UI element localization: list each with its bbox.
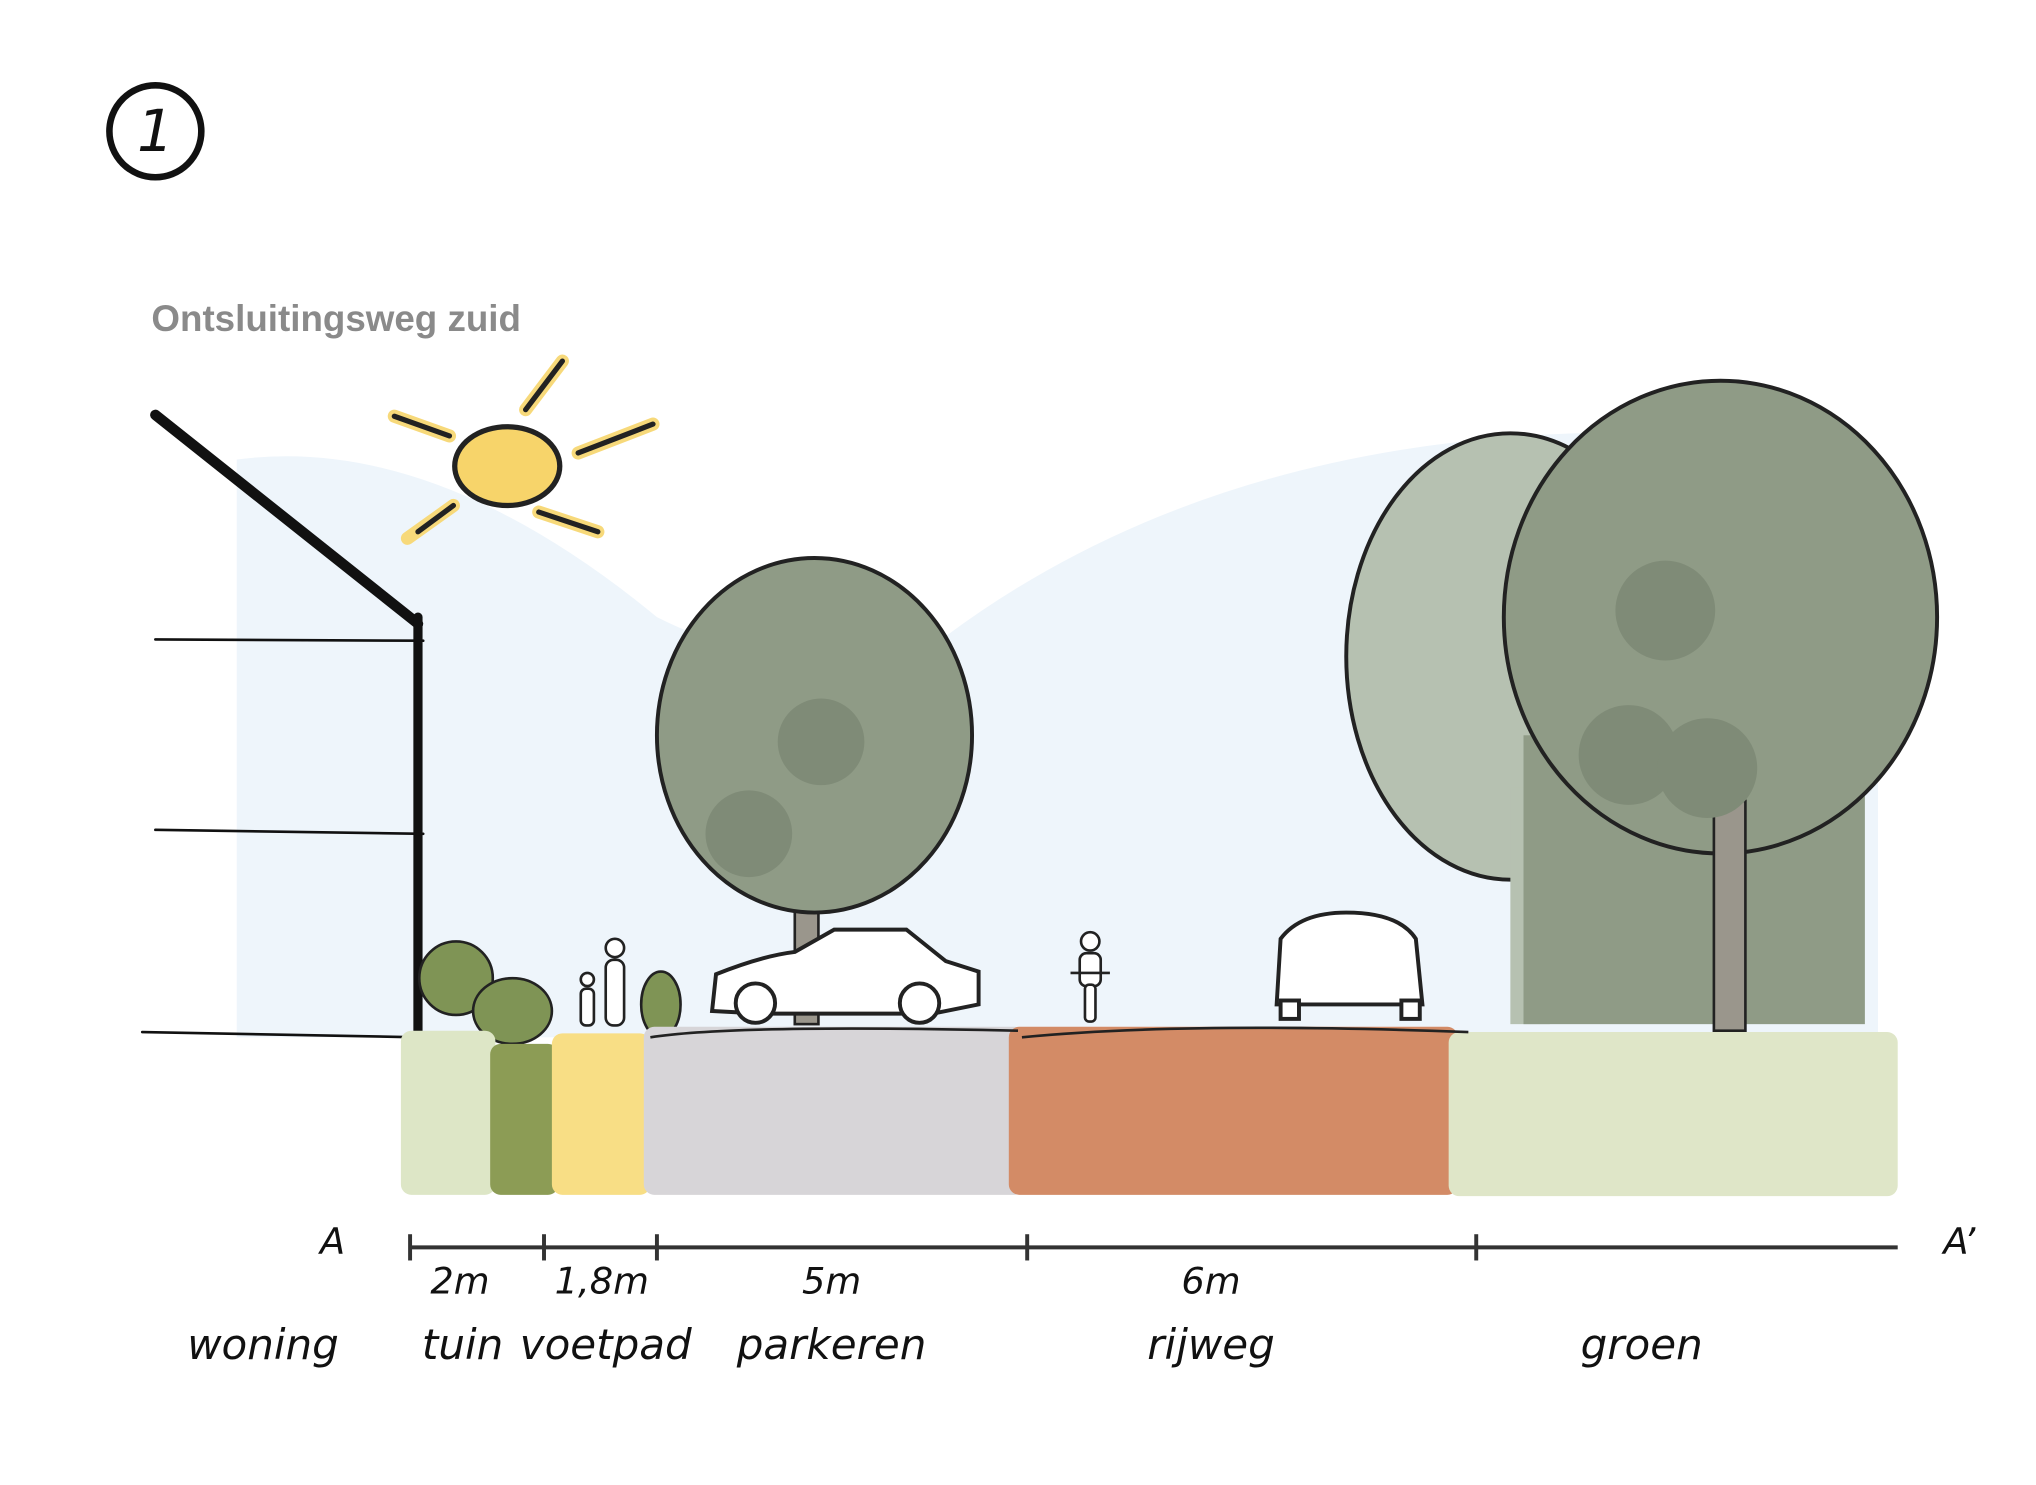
street-section: 1 Ontsluitingsweg zuid — [0, 0, 2036, 1485]
zone-label: rijweg — [1147, 1320, 1274, 1369]
zone-label: groen — [1581, 1320, 1703, 1369]
zone-label: parkeren — [736, 1320, 927, 1369]
dimension: 1,8m — [555, 1259, 649, 1302]
section-start: A — [318, 1220, 345, 1263]
ground — [401, 1027, 1898, 1196]
page: {"marker": "1", "title": "Ontsluitingswe… — [0, 0, 2036, 1485]
zone-label: voetpad — [520, 1320, 692, 1369]
marker-number: 1 — [137, 97, 174, 165]
car-rear — [1277, 913, 1423, 1019]
zone-label: tuin — [422, 1320, 503, 1369]
title: Ontsluitingsweg zuid — [151, 298, 521, 339]
dimension: 5m — [802, 1259, 861, 1302]
dimension: 6m — [1181, 1259, 1240, 1302]
section-end: A’ — [1941, 1220, 1975, 1263]
zone-label: woning — [187, 1320, 339, 1369]
dimension: 2m — [430, 1259, 489, 1302]
dimension-line — [410, 1234, 1898, 1260]
